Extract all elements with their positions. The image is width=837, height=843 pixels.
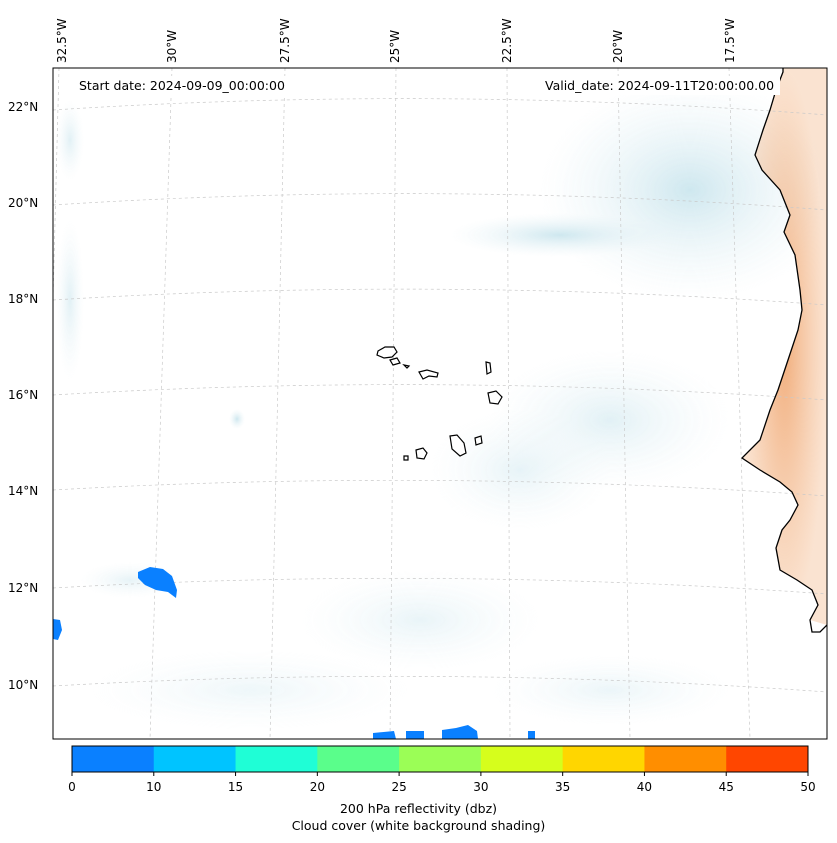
colorbar-tick-label: 40: [637, 780, 652, 794]
lat-label: 10°N: [8, 678, 38, 692]
island-boa-vista: [487, 390, 503, 405]
colorbar: 0 10 15 20 25 30 35 40 45 50: [68, 745, 816, 794]
lat-label: 22°N: [8, 100, 38, 114]
reflectivity-patch-south-3: [442, 725, 478, 739]
lon-label: 30°W: [165, 30, 179, 63]
lat-label: 16°N: [8, 388, 38, 402]
island-santa-luzia: [402, 364, 411, 369]
colorbar-tick-label: 15: [228, 780, 243, 794]
reflectivity-patch-south-1: [373, 731, 396, 739]
colorbar-tick-label: 25: [391, 780, 406, 794]
island-maio: [474, 435, 483, 446]
colorbar-tick-label: 50: [800, 780, 815, 794]
lon-label: 27.5°W: [278, 18, 292, 63]
island-santiago: [449, 434, 467, 457]
colorbar-segment: [72, 746, 155, 772]
reflectivity-patches: [53, 567, 535, 739]
island-sal: [485, 361, 492, 375]
lat-label: 18°N: [8, 292, 38, 306]
colorbar-segment: [399, 746, 482, 772]
lat-label: 12°N: [8, 581, 38, 595]
colorbar-segment: [562, 746, 645, 772]
cape-verde-islands: [376, 346, 503, 461]
island-brava: [403, 455, 409, 461]
longitude-labels: 32.5°W 30°W 27.5°W 25°W 22.5°W 20°W 17.5…: [55, 18, 737, 63]
colorbar-segment: [153, 746, 237, 772]
colorbar-segment: [317, 746, 400, 772]
cloud-cover-shading: [56, 80, 827, 730]
lat-label: 20°N: [8, 196, 38, 210]
reflectivity-patch-west: [138, 567, 177, 598]
island-sao-nicolau: [418, 369, 439, 380]
graticule: [53, 68, 827, 739]
colorbar-tick-label: 45: [719, 780, 734, 794]
colorbar-tick-label: 10: [146, 780, 161, 794]
colorbar-tick-label: 0: [68, 780, 76, 794]
colorbar-segment: [235, 746, 318, 772]
colorbar-tick-label: 35: [555, 780, 570, 794]
coastline: [740, 68, 827, 633]
colorbar-sublabel: Cloud cover (white background shading): [291, 818, 546, 833]
lon-label: 22.5°W: [500, 18, 514, 63]
lon-label: 32.5°W: [55, 18, 69, 63]
colorbar-tick-label: 30: [473, 780, 488, 794]
lon-label: 17.5°W: [723, 18, 737, 63]
colorbar-segment: [726, 746, 809, 772]
colorbar-frame: [71, 745, 809, 773]
start-date-label: Start date: 2024-09-09_00:00:00: [73, 76, 291, 95]
colorbar-segment: [644, 746, 727, 772]
island-santo-antao: [376, 346, 398, 359]
latitude-labels: 22°N 20°N 18°N 16°N 14°N 12°N 10°N: [8, 100, 38, 692]
lat-label: 14°N: [8, 484, 38, 498]
island-sao-vicente: [389, 357, 401, 366]
lon-label: 25°W: [388, 30, 402, 63]
reflectivity-patch-south-2: [406, 731, 424, 739]
colorbar-tick-label: 20: [310, 780, 325, 794]
colorbar-segment: [480, 746, 564, 772]
lon-label: 20°W: [611, 30, 625, 63]
reflectivity-patch-south-4: [528, 731, 535, 739]
island-fogo: [415, 447, 428, 460]
map-area: [53, 68, 827, 739]
reflectivity-patch-edge: [53, 619, 62, 640]
valid-date-label: Valid_date: 2024-09-11T20:00:00.00: [539, 76, 781, 95]
land-area: [742, 68, 827, 625]
map-frame: [52, 67, 828, 740]
colorbar-label: 200 hPa reflectivity (dbz): [339, 801, 498, 816]
